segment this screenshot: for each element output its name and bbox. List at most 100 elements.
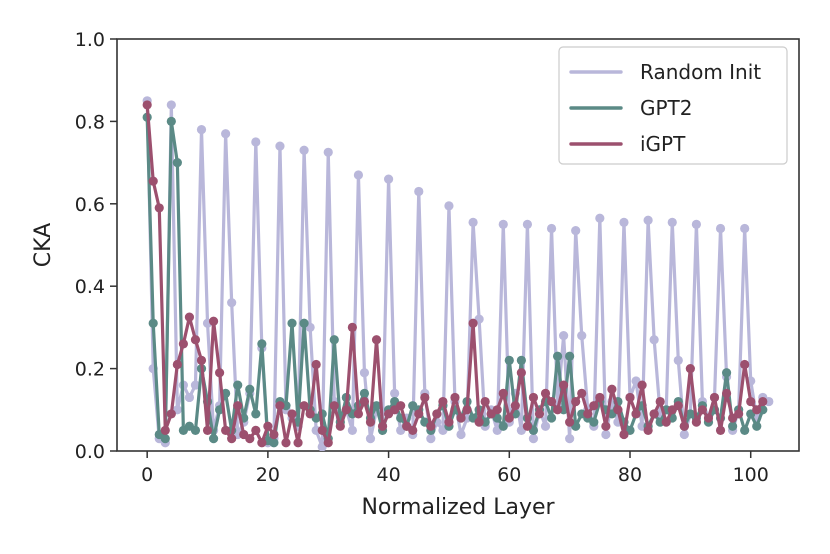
data-point-igpt bbox=[269, 429, 279, 440]
data-point-random-init bbox=[414, 186, 424, 197]
data-point-igpt bbox=[444, 417, 454, 427]
data-point-igpt bbox=[335, 421, 345, 431]
data-point-igpt bbox=[715, 425, 726, 435]
x-tick-label: 100 bbox=[733, 464, 769, 486]
data-point-igpt bbox=[583, 409, 593, 419]
data-point-gpt2 bbox=[160, 434, 170, 444]
data-point-gpt2 bbox=[166, 116, 176, 126]
data-point-gpt2 bbox=[721, 368, 732, 378]
data-point-igpt bbox=[450, 392, 460, 403]
data-point-gpt2 bbox=[546, 413, 557, 423]
data-point-igpt bbox=[281, 438, 291, 448]
data-point-gpt2 bbox=[359, 388, 370, 398]
data-point-igpt bbox=[166, 409, 176, 419]
data-point-igpt bbox=[758, 396, 768, 407]
y-axis-title: CKA bbox=[31, 223, 56, 267]
data-point-igpt bbox=[456, 413, 466, 423]
data-point-random-init bbox=[275, 141, 285, 151]
data-point-igpt bbox=[371, 335, 382, 345]
data-point-gpt2 bbox=[208, 434, 219, 444]
data-point-random-init bbox=[359, 368, 370, 378]
x-tick-label: 40 bbox=[376, 464, 400, 486]
x-tick-label: 60 bbox=[497, 464, 521, 486]
data-point-igpt bbox=[202, 425, 213, 435]
data-point-igpt bbox=[438, 396, 448, 407]
data-point-gpt2 bbox=[498, 421, 508, 431]
data-point-random-init bbox=[540, 421, 551, 431]
data-point-igpt bbox=[740, 359, 750, 370]
data-point-igpt bbox=[625, 392, 635, 403]
x-axis-title: Normalized Layer bbox=[361, 495, 555, 520]
data-point-igpt bbox=[673, 401, 683, 411]
data-point-igpt bbox=[522, 421, 533, 431]
data-point-igpt bbox=[396, 401, 406, 411]
data-point-igpt bbox=[184, 312, 195, 322]
data-point-gpt2 bbox=[371, 401, 382, 411]
data-point-gpt2 bbox=[752, 421, 762, 431]
data-point-igpt bbox=[546, 396, 557, 407]
data-point-random-init bbox=[667, 217, 677, 227]
data-point-igpt bbox=[287, 409, 297, 419]
data-point-gpt2 bbox=[728, 421, 738, 431]
data-point-igpt bbox=[655, 396, 665, 407]
data-point-gpt2 bbox=[233, 380, 243, 390]
data-point-gpt2 bbox=[589, 417, 599, 427]
data-point-igpt bbox=[746, 396, 756, 407]
data-point-igpt bbox=[631, 409, 641, 419]
y-tick-label: 0.2 bbox=[75, 359, 105, 381]
data-point-igpt bbox=[245, 434, 255, 444]
data-point-igpt bbox=[637, 380, 647, 390]
data-point-random-init bbox=[619, 217, 629, 227]
data-point-igpt bbox=[552, 405, 563, 415]
data-point-igpt bbox=[178, 339, 188, 349]
data-point-random-init bbox=[365, 434, 376, 444]
data-point-gpt2 bbox=[269, 438, 279, 448]
data-point-igpt bbox=[685, 364, 695, 374]
data-point-igpt bbox=[154, 203, 164, 213]
data-point-random-init bbox=[565, 434, 575, 444]
y-tick-label: 0.6 bbox=[75, 194, 105, 216]
data-point-igpt bbox=[607, 384, 617, 394]
data-point-igpt bbox=[474, 417, 484, 427]
data-point-igpt bbox=[601, 421, 611, 431]
data-point-random-init bbox=[221, 129, 231, 139]
data-point-random-init bbox=[190, 380, 201, 390]
data-point-igpt bbox=[347, 322, 357, 332]
data-point-random-init bbox=[601, 429, 611, 440]
data-point-igpt bbox=[257, 438, 267, 448]
data-point-random-init bbox=[649, 335, 659, 345]
y-tick-label: 0.8 bbox=[75, 111, 105, 133]
data-point-igpt bbox=[709, 392, 720, 403]
data-point-random-init bbox=[184, 392, 195, 403]
data-point-random-init bbox=[740, 223, 750, 234]
data-point-igpt bbox=[534, 409, 545, 419]
data-point-igpt bbox=[528, 392, 539, 403]
data-point-igpt bbox=[516, 368, 526, 378]
data-point-igpt bbox=[142, 100, 152, 110]
data-point-igpt bbox=[752, 405, 762, 415]
data-point-igpt bbox=[414, 409, 424, 419]
data-point-random-init bbox=[353, 170, 364, 180]
data-point-igpt bbox=[613, 405, 623, 415]
data-point-igpt bbox=[510, 401, 520, 411]
data-point-random-init bbox=[559, 331, 569, 341]
data-point-igpt bbox=[221, 425, 231, 435]
data-point-gpt2 bbox=[565, 351, 575, 361]
data-point-igpt bbox=[172, 359, 182, 370]
legend-label-gpt2: GPT2 bbox=[640, 96, 693, 120]
data-point-random-init bbox=[166, 100, 176, 110]
data-point-igpt bbox=[595, 392, 605, 403]
data-point-igpt bbox=[317, 425, 327, 435]
data-point-igpt bbox=[679, 421, 689, 431]
data-point-igpt bbox=[462, 405, 472, 415]
data-point-igpt bbox=[341, 405, 351, 415]
data-point-igpt bbox=[227, 434, 237, 444]
data-point-igpt bbox=[148, 176, 158, 186]
data-point-random-init bbox=[691, 219, 702, 229]
data-point-igpt bbox=[565, 417, 575, 427]
data-point-igpt bbox=[377, 421, 388, 431]
data-point-igpt bbox=[426, 421, 436, 431]
legend: Random Init GPT2 iGPT bbox=[558, 46, 788, 165]
